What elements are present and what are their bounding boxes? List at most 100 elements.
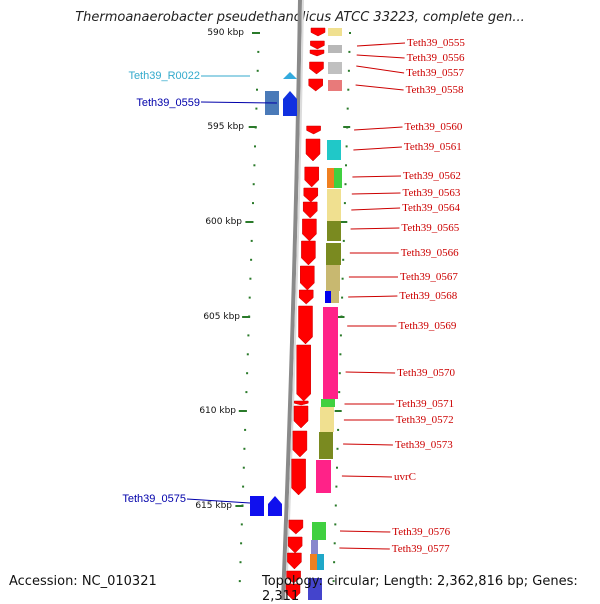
axis-dot: [248, 296, 251, 299]
axis-major-tick: [343, 126, 351, 128]
axis-dot: [250, 239, 253, 242]
scale-label: 600 kbp: [205, 217, 242, 227]
gene-label-right: Teth39_0555: [407, 37, 465, 49]
gene-arrow: [302, 218, 317, 242]
gene-arrow: [292, 430, 308, 458]
scale-label: 610 kbp: [199, 406, 236, 416]
axis-major-tick: [334, 410, 342, 412]
axis-major-tick: [248, 126, 257, 128]
scale-axis: [235, 32, 260, 583]
scale-label: 605 kbp: [203, 312, 240, 322]
gene-label-right: Teth39_0572: [396, 414, 454, 426]
axis-dot: [347, 88, 350, 91]
gene-arrow: [303, 187, 319, 203]
axis-dot: [253, 164, 256, 167]
axis-dot: [333, 561, 336, 564]
axis-major-tick: [242, 316, 251, 318]
axis-dot: [249, 277, 252, 280]
gene-label-right: Teth39_0570: [397, 367, 455, 379]
axis-dot: [335, 485, 338, 488]
gene-label-right: Teth39_0569: [399, 320, 457, 332]
leader-line: [348, 295, 398, 298]
genome-backbone: [281, 0, 302, 600]
leader-line: [350, 227, 400, 230]
axis-dot: [336, 466, 338, 469]
gene-label-right: Teth39_0573: [395, 439, 453, 451]
leader-line: [351, 207, 401, 211]
axis-dot: [348, 50, 351, 53]
accession-text: Accession: NC_010321: [9, 574, 157, 589]
gene-label-right: Teth39_0563: [403, 187, 461, 199]
axis-major-tick: [245, 221, 254, 223]
gene-arrow: [298, 305, 313, 345]
annotation-boxes: [308, 28, 342, 600]
gene-label-right: uvrC: [394, 471, 416, 483]
gene-label-right: Teth39_0561: [404, 141, 462, 153]
right-leaders: [339, 42, 406, 550]
axis-dot: [345, 145, 348, 148]
gene-arrow: [293, 400, 309, 406]
gene-label-left: Teth39_R0022: [128, 70, 200, 82]
gene-label-right: Teth39_0567: [400, 271, 458, 283]
gene-arrow: [306, 125, 321, 135]
left-labels: Teth39_R0022 Teth39_0559 Teth39_0575: [122, 70, 200, 505]
axis-dot: [339, 334, 342, 337]
axis-dot: [243, 447, 246, 450]
gene-arrow: [268, 496, 282, 516]
gene-arrow: [300, 265, 315, 291]
axis-dot: [337, 428, 340, 431]
axis-dot: [242, 485, 245, 488]
gene-arrow: [304, 166, 319, 188]
axis-dot: [338, 372, 341, 375]
leader-line: [345, 371, 396, 374]
scale-label: 590 kbp: [207, 28, 244, 38]
axis-dot: [347, 69, 350, 72]
gene-label-right: Teth39_0566: [401, 247, 459, 259]
axis-dot: [247, 334, 250, 337]
axis-dot: [342, 239, 345, 242]
leader-line: [355, 84, 404, 91]
right-axis: [332, 32, 351, 583]
gene-arrow: [302, 201, 318, 219]
leader-line: [343, 443, 393, 446]
axis-dot: [240, 542, 243, 545]
gene-box: [250, 496, 264, 516]
axis-major-tick: [238, 410, 247, 412]
gene-arrow: [291, 458, 306, 496]
gene-label-right: Teth39_0556: [407, 52, 465, 64]
axis-dot: [252, 183, 255, 186]
axis-dot: [346, 107, 349, 110]
gene-arrow: [298, 289, 314, 305]
axis-dot: [254, 145, 256, 148]
gene-label-left: Teth39_0575: [122, 493, 186, 505]
axis-dot: [342, 258, 345, 261]
axis-dot: [240, 523, 243, 526]
axis-major-tick: [337, 316, 345, 318]
scale-label: 595 kbp: [207, 122, 244, 132]
axis-dot: [345, 164, 347, 167]
scale-labels: 590 kbp 595 kbp 600 kbp 605 kbp 610 kbp …: [195, 28, 244, 511]
gene-arrow: [287, 552, 302, 570]
gene-arrow: [296, 344, 311, 402]
axis-dot: [339, 353, 342, 356]
gene-label-right: Teth39_0558: [406, 84, 464, 96]
axis-dot: [256, 69, 259, 72]
right-labels: Teth39_0555 Teth39_0556 Teth39_0557 Teth39_…: [392, 37, 466, 555]
forward-genes: [285, 27, 326, 600]
axis-dot: [257, 50, 260, 53]
gene-arrow: [288, 519, 304, 535]
axis-dot: [334, 504, 337, 507]
leader-line: [354, 126, 403, 131]
gene-label-right: Teth39_0564: [402, 202, 460, 214]
axis-dot: [333, 542, 336, 545]
gene-label-right: Teth39_0565: [401, 222, 459, 234]
axis-dot: [242, 466, 245, 469]
gene-arrow: [293, 405, 309, 429]
gene-arrow: [305, 138, 321, 162]
gene-arrow: [310, 40, 325, 50]
axis-dot: [255, 107, 258, 110]
gene-arrow: [287, 536, 303, 554]
gene-label-left: Teth39_0559: [136, 97, 200, 109]
axis-dot: [252, 202, 254, 205]
leader-line: [341, 475, 393, 478]
